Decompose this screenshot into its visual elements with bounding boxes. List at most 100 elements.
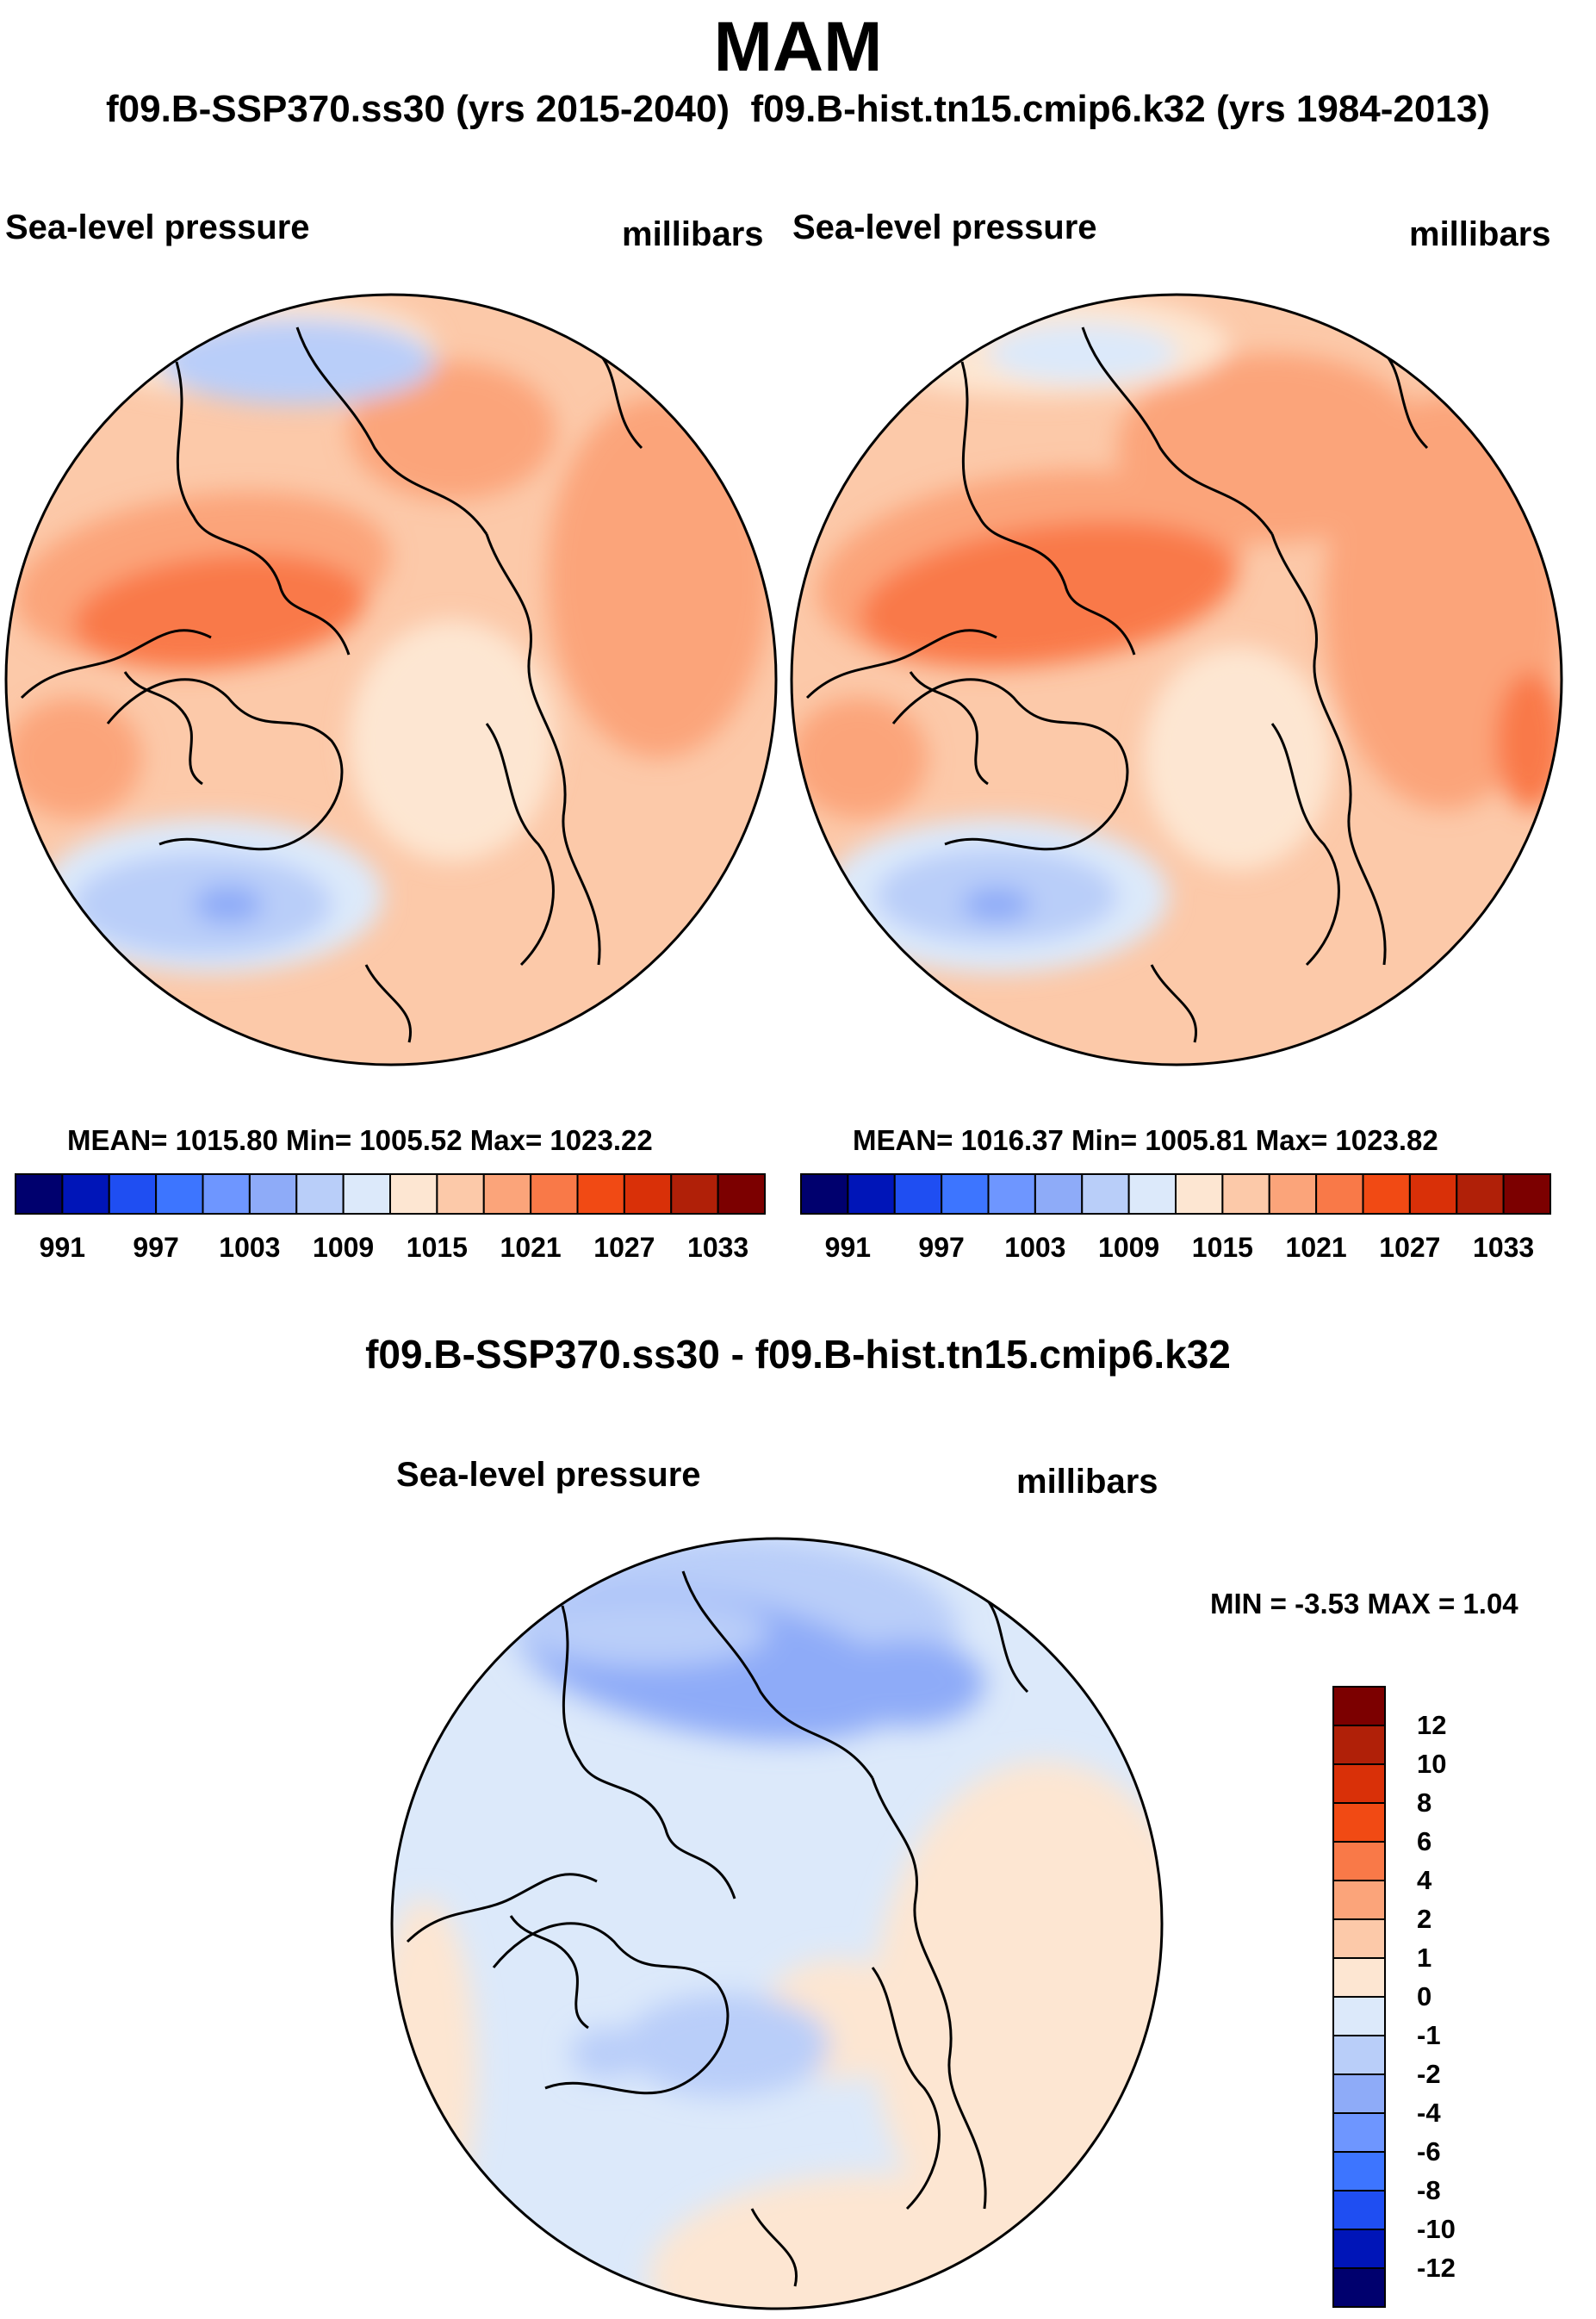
panel2-colorbar-swatch <box>1127 1173 1177 1215</box>
panel1-colorbar-swatch <box>623 1173 673 1215</box>
panel1-map-border <box>4 293 778 1066</box>
diff-colorbar-swatch <box>1332 1957 1386 1998</box>
panel2-colorbar-tick-label: 1027 <box>1379 1232 1441 1263</box>
panel1-colorbar-tick-label: 1015 <box>406 1232 468 1263</box>
diff-colorbar-swatch <box>1332 1841 1386 1881</box>
panel1-colorbar-tick-label: 1003 <box>219 1232 281 1263</box>
panel2-colorbar-tick-label: 1009 <box>1098 1232 1160 1263</box>
diff-colorbar-tick-label: 12 <box>1417 1710 1447 1740</box>
left-run-label: f09.B-SSP370.ss30 (yrs 2015-2040) <box>106 88 730 130</box>
diff-colorbar-swatch <box>1332 1763 1386 1804</box>
panel1-colorbar-tick-label: 991 <box>39 1232 86 1263</box>
panel2-colorbar-swatch <box>1034 1173 1084 1215</box>
panel2-colorbar-swatch <box>1456 1173 1505 1215</box>
page-title: MAM <box>713 8 883 86</box>
panel1-colorbar-swatch <box>108 1173 158 1215</box>
panel1-colorbar-tick-label: 1033 <box>687 1232 749 1263</box>
panel1-colorbar-swatch <box>342 1173 392 1215</box>
panel1-colorbar-swatch <box>248 1173 298 1215</box>
panel1-colorbar-swatch <box>436 1173 485 1215</box>
panel2-colorbar-swatch <box>1081 1173 1130 1215</box>
diff-title: f09.B-SSP370.ss30 - f09.B-hist.tn15.cmip… <box>365 1332 1231 1377</box>
diff-map <box>390 1537 1164 2310</box>
diff-colorbar-tick-label: 0 <box>1417 1981 1432 2011</box>
panel2-colorbar-swatch <box>1315 1173 1364 1215</box>
diff-colorbar-tick-label: 1 <box>1417 1943 1432 1973</box>
panel2-colorbar-swatch <box>1502 1173 1552 1215</box>
panel1-colorbar-swatch <box>15 1173 64 1215</box>
diff-colorbar-tick-label: 8 <box>1417 1787 1432 1818</box>
diff-map-border <box>390 1537 1164 2310</box>
diff-colorbar-swatch <box>1332 2190 1386 2230</box>
panel1-units: millibars <box>622 215 764 253</box>
panel1-colorbar-swatch <box>389 1173 438 1215</box>
diff-variable: Sea-level pressure <box>396 1456 701 1494</box>
panel1-colorbar-tick-label: 1021 <box>500 1232 562 1263</box>
panel1-colorbar-swatch <box>61 1173 110 1215</box>
panel2-colorbar-swatch <box>987 1173 1036 1215</box>
diff-colorbar-swatch <box>1332 1880 1386 1920</box>
panel2-colorbar-swatch <box>1221 1173 1270 1215</box>
panel2-colorbar-swatch <box>1408 1173 1458 1215</box>
panel1-colorbar-swatch <box>482 1173 532 1215</box>
panel1-colorbar-labels: 991 997 1003 1009 1015 1021 1027 1033 <box>16 1232 765 1266</box>
diff-colorbar-swatch <box>1332 1686 1386 1726</box>
panel2-colorbar-swatch <box>1362 1173 1411 1215</box>
panel2-stats: MEAN= 1016.37 Min= 1005.81 Max= 1023.82 <box>853 1124 1438 1156</box>
diff-colorbar-tick-label: -4 <box>1417 2098 1441 2128</box>
panel1-colorbar-swatch <box>155 1173 204 1215</box>
diff-minmax: MIN = -3.53 MAX = 1.04 <box>1210 1588 1518 1620</box>
diff-colorbar-swatch <box>1332 1725 1386 1765</box>
diff-colorbar-swatch <box>1332 2073 1386 2114</box>
panel1-colorbar-swatch <box>295 1173 345 1215</box>
panel2-colorbar-tick-label: 991 <box>824 1232 872 1263</box>
runs-header: f09.B-SSP370.ss30 (yrs 2015-2040) f09.B-… <box>0 88 1596 131</box>
panel1-colorbar-swatch <box>202 1173 251 1215</box>
diff-colorbar-tick-label: 6 <box>1417 1826 1432 1856</box>
diff-units: millibars <box>1016 1463 1158 1501</box>
panel2-variable: Sea-level pressure <box>792 208 1097 246</box>
panel2-colorbar <box>800 1173 1552 1215</box>
diff-colorbar-tick-label: -8 <box>1417 2175 1441 2205</box>
panel1-colorbar-swatch <box>576 1173 625 1215</box>
diff-colorbar-swatch <box>1332 1996 1386 2036</box>
panel2-colorbar-swatch <box>847 1173 896 1215</box>
panel2-colorbar-tick-label: 1015 <box>1191 1232 1253 1263</box>
diff-colorbar-labels: 12 10 8 6 4 2 1 0 -1 -2 -4 -6 -8 -10 -12 <box>1417 1687 1486 2307</box>
panel2-colorbar-tick-label: 1033 <box>1473 1232 1535 1263</box>
diff-colorbar-swatch <box>1332 2151 1386 2192</box>
diff-colorbar-tick-label: -2 <box>1417 2059 1441 2089</box>
diff-colorbar-swatch <box>1332 2035 1386 2075</box>
diff-colorbar-tick-label: -6 <box>1417 2136 1441 2167</box>
panel2-map-border <box>790 293 1563 1066</box>
panel2-colorbar-tick-label: 1021 <box>1285 1232 1347 1263</box>
panel1-map <box>4 293 778 1066</box>
panel1-colorbar-swatch <box>670 1173 719 1215</box>
panel2-colorbar-labels: 991 997 1003 1009 1015 1021 1027 1033 <box>801 1232 1550 1266</box>
panel2-colorbar-swatch <box>941 1173 990 1215</box>
panel2-colorbar-tick-label: 1003 <box>1004 1232 1066 1263</box>
diff-colorbar-tick-label: 2 <box>1417 1904 1432 1934</box>
diff-colorbar-tick-label: 4 <box>1417 1865 1432 1895</box>
diff-colorbar-swatch <box>1332 2267 1386 2308</box>
diff-colorbar-tick-label: -1 <box>1417 2020 1441 2050</box>
panel1-colorbar-swatch <box>717 1173 767 1215</box>
diff-colorbar-swatch <box>1332 2229 1386 2269</box>
diff-colorbar-swatch <box>1332 1802 1386 1843</box>
diff-colorbar <box>1332 1686 1386 2308</box>
panel1-colorbar-swatch <box>530 1173 579 1215</box>
panel2-map <box>790 293 1563 1066</box>
panel2-units: millibars <box>1409 215 1551 253</box>
diff-colorbar-tick-label: 10 <box>1417 1749 1447 1779</box>
diff-coastlines <box>406 1570 1029 2287</box>
panel2-colorbar-swatch <box>1175 1173 1224 1215</box>
panel1-colorbar-tick-label: 997 <box>133 1232 179 1263</box>
panel2-colorbar-swatch <box>1268 1173 1318 1215</box>
right-run-label: f09.B-hist.tn15.cmip6.k32 (yrs 1984-2013… <box>750 88 1490 130</box>
diff-colorbar-tick-label: -12 <box>1417 2253 1456 2283</box>
diff-colorbar-tick-label: -10 <box>1417 2214 1456 2244</box>
panel1-colorbar-tick-label: 1009 <box>313 1232 375 1263</box>
panel1-stats: MEAN= 1015.80 Min= 1005.52 Max= 1023.22 <box>67 1124 653 1156</box>
panel2-coastlines <box>805 326 1429 1043</box>
panel1-variable: Sea-level pressure <box>5 208 310 246</box>
